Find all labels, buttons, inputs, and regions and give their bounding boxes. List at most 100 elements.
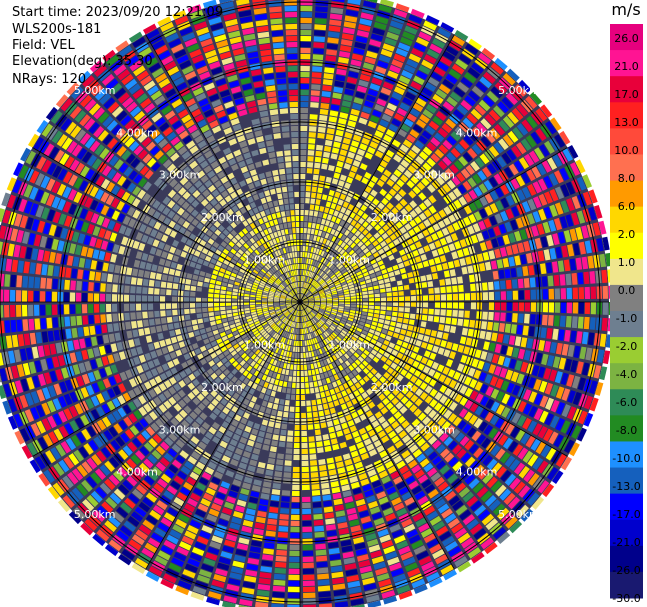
velocity-gate — [193, 407, 202, 416]
velocity-gate — [166, 316, 173, 323]
velocity-gate — [218, 426, 227, 434]
velocity-gate — [388, 562, 402, 572]
velocity-gate — [279, 300, 286, 302]
velocity-gate — [70, 434, 82, 447]
velocity-gate — [362, 247, 370, 254]
velocity-gate — [306, 406, 312, 412]
velocity-gate — [544, 340, 551, 353]
velocity-gate — [219, 512, 231, 521]
velocity-gate — [261, 400, 268, 407]
velocity-gate — [182, 395, 191, 404]
velocity-gate — [464, 473, 476, 485]
velocity-gate — [484, 495, 497, 507]
velocity-gate — [204, 277, 210, 283]
velocity-gate — [308, 298, 314, 301]
velocity-gate — [40, 277, 47, 289]
velocity-gate — [236, 499, 247, 507]
velocity-gate — [423, 209, 432, 218]
velocity-gate — [463, 319, 470, 327]
velocity-gate — [298, 340, 300, 347]
velocity-gate — [257, 583, 271, 591]
velocity-gate — [372, 251, 380, 258]
velocity-gate — [308, 351, 312, 358]
velocity-gate — [123, 520, 137, 532]
velocity-gate — [348, 330, 354, 336]
velocity-gate — [17, 260, 24, 273]
velocity-gate — [352, 160, 361, 168]
velocity-gate — [122, 392, 132, 403]
velocity-gate — [358, 233, 365, 240]
velocity-gate — [274, 567, 287, 574]
velocity-gate — [72, 256, 80, 267]
velocity-gate — [270, 365, 276, 372]
velocity-gate — [320, 318, 325, 324]
velocity-gate — [220, 398, 228, 406]
velocity-gate — [465, 164, 476, 176]
velocity-gate — [312, 54, 324, 61]
velocity-gate — [243, 355, 250, 362]
velocity-gate — [331, 486, 341, 494]
velocity-gate — [482, 292, 489, 301]
velocity-gate — [332, 296, 338, 299]
velocity-gate — [465, 337, 473, 346]
velocity-gate — [366, 265, 373, 271]
velocity-gate — [308, 333, 312, 339]
velocity-gate — [343, 163, 351, 170]
velocity-gate — [315, 543, 326, 550]
velocity-gate — [517, 348, 526, 360]
velocity-gate — [428, 194, 437, 204]
velocity-gate — [147, 303, 154, 310]
velocity-gate — [553, 315, 560, 327]
velocity-gate — [305, 192, 311, 198]
velocity-gate — [471, 144, 482, 155]
velocity-gate — [165, 303, 172, 310]
velocity-gate — [352, 456, 361, 464]
velocity-gate — [305, 276, 308, 282]
velocity-gate — [280, 429, 287, 436]
velocity-gate — [448, 413, 458, 423]
velocity-gate — [370, 434, 380, 443]
velocity-gate — [307, 246, 312, 253]
velocity-gate — [301, 310, 303, 316]
velocity-gate — [402, 556, 416, 567]
velocity-gate — [283, 318, 288, 324]
velocity-gate — [533, 378, 542, 391]
velocity-gate — [317, 242, 322, 249]
velocity-gate — [180, 347, 188, 355]
velocity-gate — [292, 316, 296, 322]
velocity-gate — [534, 326, 541, 338]
velocity-gate — [336, 262, 342, 268]
velocity-gate — [389, 97, 400, 106]
velocity-gate — [317, 322, 322, 327]
velocity-gate — [240, 456, 250, 464]
velocity-gate — [360, 12, 374, 21]
velocity-gate — [165, 338, 172, 346]
velocity-gate — [290, 514, 300, 521]
velocity-gate — [338, 56, 350, 64]
velocity-gate — [265, 376, 271, 383]
velocity-gate — [282, 317, 287, 323]
velocity-gate — [313, 381, 318, 387]
velocity-gate — [128, 218, 137, 228]
velocity-gate — [198, 276, 205, 282]
velocity-gate — [338, 306, 344, 309]
velocity-gate — [415, 155, 425, 165]
velocity-gate — [485, 518, 499, 531]
velocity-gate — [336, 314, 342, 318]
velocity-gate — [52, 356, 60, 368]
velocity-gate — [385, 335, 392, 341]
velocity-gate — [349, 519, 360, 527]
velocity-gate — [314, 323, 319, 329]
velocity-gate — [334, 386, 340, 394]
velocity-gate — [320, 422, 327, 429]
velocity-gate — [502, 115, 515, 128]
velocity-gate — [132, 398, 142, 408]
velocity-gate — [542, 302, 549, 313]
velocity-gate — [138, 354, 146, 363]
velocity-gate — [466, 518, 479, 531]
velocity-gate — [312, 260, 316, 266]
velocity-gate — [312, 332, 316, 338]
velocity-gate — [312, 411, 319, 418]
velocity-gate — [68, 405, 79, 418]
velocity-gate — [191, 255, 199, 263]
